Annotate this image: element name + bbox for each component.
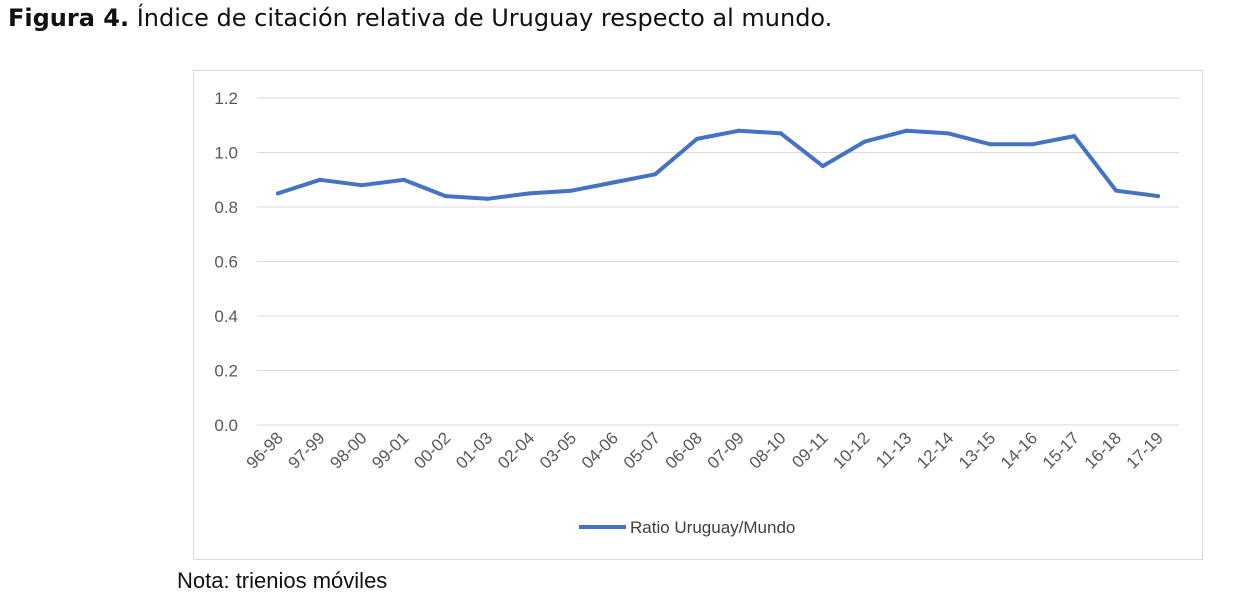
data-point — [317, 177, 322, 182]
series-line — [276, 128, 1160, 201]
y-tick-label: 0.6 — [214, 253, 238, 272]
data-point — [862, 139, 867, 144]
y-tick-label: 0.2 — [214, 362, 238, 381]
data-point — [275, 191, 280, 196]
chart-frame: 0.0 0.2 0.4 0.6 0.8 1.0 1.2 96-98 97-99 98-00 99-… — [193, 70, 1203, 560]
x-tick-label: 10-12 — [829, 428, 873, 472]
data-point — [401, 177, 406, 182]
data-point — [1114, 188, 1119, 193]
x-tick-label: 11-13 — [872, 428, 915, 471]
x-tick-label: 01-03 — [452, 428, 496, 472]
chart-note: Nota: trienios móviles — [177, 568, 388, 593]
x-tick-label: 00-02 — [410, 428, 454, 472]
data-point — [904, 128, 909, 133]
y-tick-label: 0.0 — [214, 416, 238, 435]
data-point — [778, 131, 783, 136]
legend-label: Ratio Uruguay/Mundo — [630, 518, 795, 537]
x-tick-label: 12-14 — [913, 428, 957, 472]
data-point — [1156, 194, 1161, 199]
x-axis-tick-labels: 96-9897-9998-0099-0100-0201-0302-0403-05… — [243, 428, 1167, 472]
data-point — [988, 142, 993, 147]
data-point — [569, 188, 574, 193]
x-tick-label: 02-04 — [494, 428, 538, 472]
x-tick-label: 04-06 — [578, 428, 622, 472]
series-group — [275, 128, 1161, 201]
x-tick-label: 17-19 — [1123, 428, 1167, 472]
y-axis-tick-labels: 0.0 0.2 0.4 0.6 0.8 1.0 1.2 — [214, 89, 238, 435]
y-tick-label: 0.8 — [214, 198, 238, 217]
x-tick-label: 14-16 — [997, 428, 1041, 472]
figure-caption-prefix: Figura 4. — [8, 4, 130, 32]
y-tick-label: 1.0 — [214, 144, 238, 163]
y-tick-label: 1.2 — [214, 89, 238, 108]
data-point — [527, 191, 532, 196]
x-tick-label: 13-15 — [955, 428, 999, 472]
x-tick-label: 06-08 — [662, 428, 706, 472]
line-chart: 0.0 0.2 0.4 0.6 0.8 1.0 1.2 96-9897-9998-0099-… — [214, 89, 1179, 537]
y-tick-label: 0.4 — [214, 307, 238, 326]
figure-caption: Figura 4. Índice de citación relativa de… — [8, 4, 832, 32]
x-tick-label: 09-11 — [788, 428, 831, 471]
data-point — [946, 131, 951, 136]
figure-caption-text: Índice de citación relativa de Uruguay r… — [129, 4, 833, 32]
data-point — [359, 183, 364, 188]
x-tick-label: 98-00 — [326, 428, 370, 472]
data-point — [736, 128, 741, 133]
x-tick-label: 08-10 — [746, 428, 790, 472]
data-point — [1030, 142, 1035, 147]
data-point — [653, 172, 658, 177]
x-tick-label: 07-09 — [704, 428, 748, 472]
data-point — [695, 136, 700, 141]
x-tick-label: 97-99 — [285, 428, 329, 472]
data-point — [611, 180, 616, 185]
legend: Ratio Uruguay/Mundo — [579, 518, 795, 537]
x-tick-label: 05-07 — [620, 428, 664, 472]
data-point — [1072, 134, 1077, 139]
data-point — [443, 194, 448, 199]
data-point — [820, 164, 825, 169]
x-tick-label: 16-18 — [1081, 428, 1125, 472]
gridlines — [257, 97, 1179, 426]
x-tick-label: 03-05 — [536, 428, 580, 472]
x-tick-label: 15-17 — [1039, 428, 1083, 472]
data-point — [485, 196, 490, 201]
x-tick-label: 96-98 — [243, 428, 287, 472]
x-tick-label: 99-01 — [368, 428, 412, 472]
